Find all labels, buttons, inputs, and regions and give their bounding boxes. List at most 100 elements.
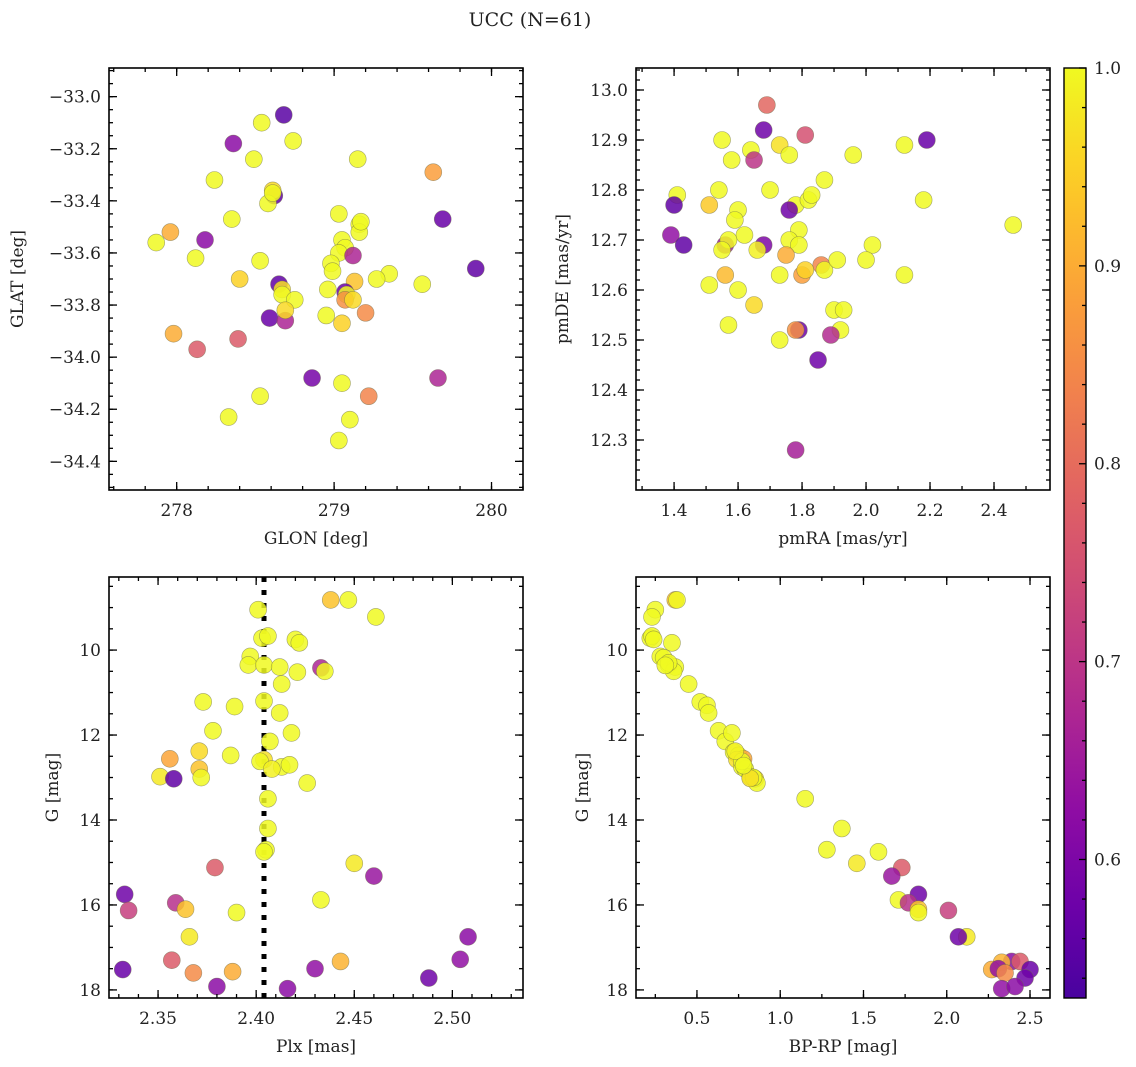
data-point xyxy=(205,171,224,189)
data-point xyxy=(679,675,698,693)
data-point xyxy=(317,306,336,325)
data-point xyxy=(662,226,680,244)
data-point xyxy=(290,634,309,652)
data-point xyxy=(270,704,289,722)
data-point xyxy=(323,262,342,280)
colorbar: 0.6 0.7 0.8 0.9 1.0 xyxy=(1063,59,1121,999)
data-point xyxy=(331,952,350,971)
data-point xyxy=(802,186,821,204)
data-point xyxy=(260,309,279,327)
data-point xyxy=(251,387,269,406)
data-point xyxy=(722,151,741,169)
y-axis-label: G [mag] xyxy=(573,753,593,822)
data-point xyxy=(356,304,375,322)
data-point xyxy=(869,843,888,861)
x-tick-label: 1.5 xyxy=(850,1009,877,1029)
data-point xyxy=(451,950,470,969)
data-point xyxy=(284,132,302,150)
colorbar-tick-label: 0.8 xyxy=(1094,455,1121,475)
y-tick-label: 12 xyxy=(79,726,101,746)
data-point xyxy=(1004,216,1023,234)
data-point xyxy=(251,251,269,270)
data-point xyxy=(365,867,383,885)
x-axis-label: pmRA [mas/yr] xyxy=(778,529,907,549)
colorbar-tick-label: 0.7 xyxy=(1094,653,1121,673)
data-point xyxy=(276,301,295,320)
x-axis-label: BP-RP [mag] xyxy=(789,1037,898,1057)
data-point xyxy=(844,146,863,164)
x-tick-label: 1.6 xyxy=(725,501,752,521)
data-point xyxy=(949,928,968,946)
data-point xyxy=(344,246,362,265)
y-tick-label: −33.0 xyxy=(49,88,101,108)
x-tick-label: 1.8 xyxy=(789,501,816,521)
data-point xyxy=(298,774,316,792)
data-point xyxy=(729,281,747,299)
data-point xyxy=(761,181,779,199)
data-point xyxy=(815,171,834,189)
data-point xyxy=(352,212,370,231)
data-point xyxy=(278,979,297,998)
data-point xyxy=(429,369,447,387)
colorbar-tick-label: 0.6 xyxy=(1094,850,1121,870)
data-point xyxy=(719,316,738,334)
data-point xyxy=(252,113,271,132)
data-point xyxy=(204,721,222,740)
y-tick-label: 10 xyxy=(606,641,628,661)
x-tick-label: 2.0 xyxy=(933,1009,960,1029)
data-point xyxy=(656,656,675,675)
data-point xyxy=(222,210,241,228)
data-point xyxy=(272,675,291,693)
figure-title: UCC (N=61) xyxy=(469,9,592,31)
data-point xyxy=(319,280,337,299)
data-point xyxy=(259,819,277,838)
data-point xyxy=(280,755,299,774)
colorbar-tick-label: 0.9 xyxy=(1094,257,1121,277)
y-tick-label: 10 xyxy=(79,641,101,661)
y-tick-label: −33.6 xyxy=(49,244,101,264)
data-point xyxy=(723,724,741,742)
axes-frame xyxy=(108,576,524,999)
data-point xyxy=(863,236,882,254)
data-point xyxy=(192,768,211,787)
data-point xyxy=(748,241,767,259)
data-point xyxy=(219,408,238,426)
data-point xyxy=(333,374,351,392)
x-axis-label: GLON [deg] xyxy=(264,529,368,549)
axes-frame xyxy=(635,576,1051,999)
data-point xyxy=(229,330,247,348)
data-point xyxy=(180,928,199,946)
x-tick-label: 1.0 xyxy=(767,1009,794,1029)
y-tick-label: 12.7 xyxy=(590,231,628,251)
data-point xyxy=(822,326,840,344)
data-point xyxy=(665,196,683,214)
panel-plx-g: 2.35 2.40 2.45 2.50 10 12 14 16 18 Plx [mas] G [ma… xyxy=(43,576,524,1057)
axes-frame xyxy=(635,67,1051,491)
data-point xyxy=(674,236,693,254)
y-tick-label: 12.8 xyxy=(590,181,628,201)
data-point xyxy=(261,732,279,751)
y-tick-label: −34.4 xyxy=(49,452,101,472)
y-tick-label: 12.9 xyxy=(590,131,628,151)
x-tick-label: 2.45 xyxy=(335,1009,373,1029)
data-point xyxy=(424,163,443,181)
data-point xyxy=(255,656,273,674)
y-tick-label: 18 xyxy=(79,981,101,1001)
data-point xyxy=(796,126,815,144)
scatter-points xyxy=(113,591,477,998)
data-point xyxy=(895,266,914,284)
y-tick-label: −33.8 xyxy=(49,296,101,316)
x-tick-label: 0.5 xyxy=(683,1009,710,1029)
y-tick-label: 14 xyxy=(79,811,101,831)
y-tick-label: −33.2 xyxy=(49,140,101,160)
data-point xyxy=(754,121,773,139)
data-point xyxy=(745,151,763,169)
data-point xyxy=(147,233,166,252)
y-axis-label: GLAT [deg] xyxy=(8,230,28,328)
data-point xyxy=(818,840,836,859)
y-tick-label: 12.5 xyxy=(590,331,628,351)
x-tick-label: 2.35 xyxy=(139,1009,177,1029)
data-point xyxy=(734,756,753,775)
data-point xyxy=(735,226,754,244)
y-tick-label: 12 xyxy=(606,726,628,746)
